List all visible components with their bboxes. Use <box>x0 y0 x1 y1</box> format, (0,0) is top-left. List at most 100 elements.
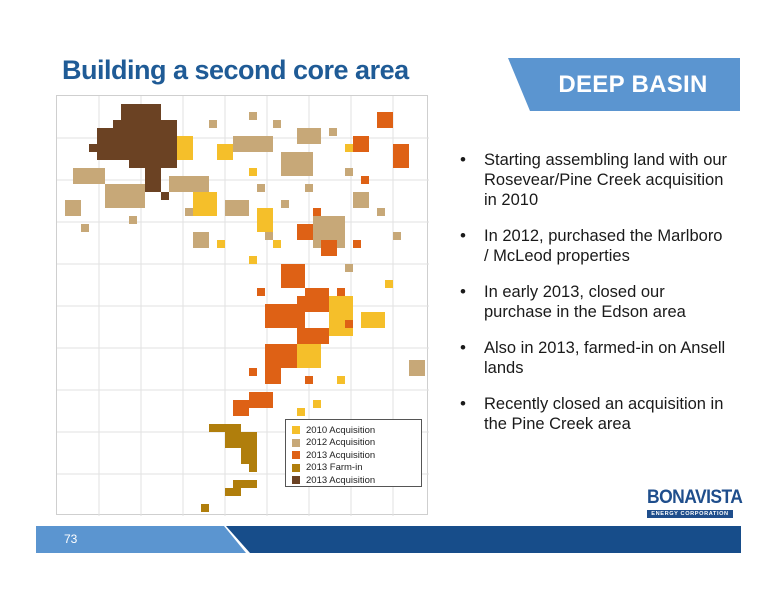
land-parcel <box>241 408 249 416</box>
land-parcel <box>89 176 97 184</box>
legend-label: 2010 Acquisition <box>306 424 376 436</box>
land-parcel <box>281 320 289 328</box>
land-parcel <box>121 128 129 136</box>
land-parcel <box>281 352 289 360</box>
land-parcel <box>321 232 329 240</box>
land-parcel <box>249 432 257 440</box>
land-parcel <box>265 136 273 144</box>
land-parcel <box>161 128 169 136</box>
land-parcel <box>233 480 241 488</box>
bullet-text: In 2012, purchased the Marlboro / McLeod… <box>484 227 723 265</box>
land-parcel <box>265 312 273 320</box>
land-parcel <box>169 144 177 152</box>
land-parcel <box>281 168 289 176</box>
footer-bar-dark <box>226 526 741 553</box>
land-parcel <box>177 152 185 160</box>
land-parcel <box>73 208 81 216</box>
land-parcel <box>161 192 169 200</box>
land-parcel <box>97 168 105 176</box>
land-parcel <box>313 136 321 144</box>
land-parcel <box>313 344 321 352</box>
land-parcel <box>305 136 313 144</box>
land-parcel <box>409 368 417 376</box>
land-parcel <box>313 288 321 296</box>
land-parcel <box>97 176 105 184</box>
land-parcel <box>113 128 121 136</box>
land-parcel <box>201 208 209 216</box>
land-parcel <box>273 368 281 376</box>
land-parcel <box>169 160 177 168</box>
land-parcel <box>105 184 113 192</box>
land-parcel <box>113 200 121 208</box>
land-parcel <box>249 392 257 400</box>
land-parcel <box>185 144 193 152</box>
land-parcel <box>337 312 345 320</box>
land-parcel <box>345 144 353 152</box>
land-parcel <box>233 144 241 152</box>
land-parcel <box>153 112 161 120</box>
land-parcel <box>153 120 161 128</box>
bullet-dot: • <box>460 338 466 357</box>
land-parcel <box>145 144 153 152</box>
land-parcel <box>281 264 289 272</box>
land-parcel <box>289 280 297 288</box>
land-parcel <box>185 136 193 144</box>
land-parcel <box>329 216 337 224</box>
land-parcel <box>129 112 137 120</box>
land-parcel <box>241 208 249 216</box>
land-parcel <box>281 272 289 280</box>
land-parcel <box>297 344 305 352</box>
land-parcel <box>297 160 305 168</box>
land-parcel <box>137 192 145 200</box>
land-parcel <box>321 224 329 232</box>
land-parcel <box>385 120 393 128</box>
land-parcel <box>273 304 281 312</box>
land-parcel <box>321 336 329 344</box>
land-parcel <box>201 184 209 192</box>
land-parcel <box>281 200 289 208</box>
land-parcel <box>145 120 153 128</box>
land-parcel <box>153 152 161 160</box>
land-parcel <box>289 304 297 312</box>
legend-item-2010-acquisition: 2010 Acquisition <box>292 424 421 437</box>
land-parcel <box>273 320 281 328</box>
land-parcel <box>345 264 353 272</box>
footer-bar-light <box>36 526 246 553</box>
land-parcel <box>273 120 281 128</box>
land-parcel <box>169 120 177 128</box>
land-parcel <box>281 304 289 312</box>
land-parcel <box>265 344 273 352</box>
land-parcel <box>129 104 137 112</box>
land-parcel <box>145 168 153 176</box>
land-parcel <box>313 296 321 304</box>
bullet-text: Recently closed an acquisition in the Pi… <box>484 395 724 433</box>
land-parcel <box>313 224 321 232</box>
land-parcel <box>297 280 305 288</box>
land-parcel <box>257 184 265 192</box>
land-parcel <box>241 456 249 464</box>
land-parcel <box>121 144 129 152</box>
land-parcel <box>137 160 145 168</box>
land-parcel <box>129 160 137 168</box>
land-parcel <box>185 152 193 160</box>
land-parcel <box>353 192 361 200</box>
land-parcel <box>281 160 289 168</box>
section-banner <box>508 58 740 111</box>
land-parcel <box>393 232 401 240</box>
land-parcel <box>249 464 257 472</box>
land-parcel <box>265 232 273 240</box>
land-parcel <box>313 304 321 312</box>
land-parcel <box>257 208 265 216</box>
land-parcel <box>225 144 233 152</box>
land-parcel <box>417 360 425 368</box>
land-parcel <box>217 152 225 160</box>
land-parcel <box>137 104 145 112</box>
land-parcel <box>233 440 241 448</box>
legend-swatch <box>292 463 300 472</box>
land-parcel <box>337 304 345 312</box>
land-parcel <box>305 232 313 240</box>
land-parcel <box>225 440 233 448</box>
legend-label: 2013 Acquisition <box>306 449 376 461</box>
bullet-item: • In early 2013, closed our purchase in … <box>460 282 730 322</box>
land-parcel <box>249 480 257 488</box>
